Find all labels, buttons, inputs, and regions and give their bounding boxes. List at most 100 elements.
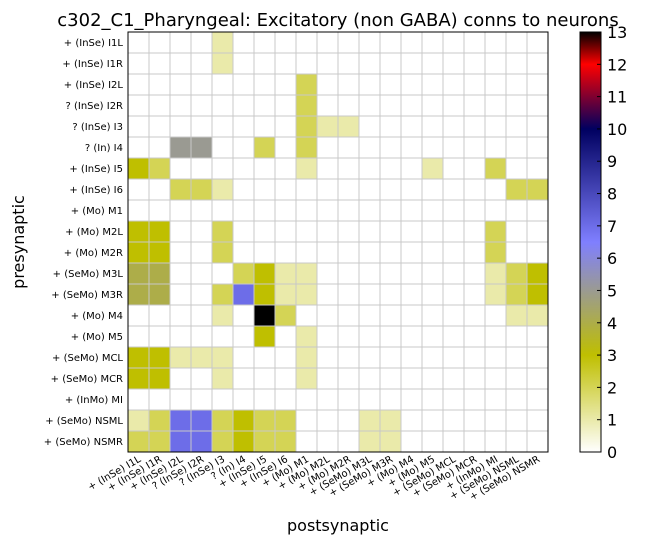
- heatmap-cell: [128, 368, 149, 389]
- heatmap-cell: [317, 116, 338, 137]
- heatmap-cell: [527, 179, 548, 200]
- heatmap-cell: [485, 263, 506, 284]
- heatmap-cell: [506, 263, 527, 284]
- colorbar-tick-label: 6: [607, 249, 617, 268]
- column-tick-labels: + (InSe) I1L+ (InSe) I1R+ (InSe) I2L? (I…: [86, 454, 542, 503]
- heatmap-cell: [296, 95, 317, 116]
- heatmap-cell: [191, 410, 212, 431]
- heatmap-cell: [359, 431, 380, 452]
- heatmap-cell: [212, 410, 233, 431]
- colorbar-tick-label: 7: [607, 217, 617, 236]
- heatmap-cell: [128, 221, 149, 242]
- heatmap-cell: [128, 284, 149, 305]
- row-tick-label: + (Mo) M4: [71, 311, 123, 322]
- heatmap-cell: [275, 263, 296, 284]
- heatmap-cell: [170, 431, 191, 452]
- row-tick-label: + (InMo) MI: [65, 395, 123, 406]
- heatmap-cell: [296, 347, 317, 368]
- row-tick-label: + (InSe) I2L: [64, 80, 124, 91]
- heatmap-cell: [149, 284, 170, 305]
- colorbar-tick-label: 9: [607, 152, 617, 171]
- row-tick-label: + (Mo) M1: [71, 206, 123, 217]
- heatmap-cell: [254, 326, 275, 347]
- row-tick-label: + (InSe) I1R: [62, 59, 123, 70]
- heatmap-cell: [506, 284, 527, 305]
- heatmap-cell: [485, 242, 506, 263]
- heatmap-cell: [149, 158, 170, 179]
- colorbar-tick-label: 8: [607, 185, 617, 204]
- heatmap-cell: [485, 158, 506, 179]
- x-axis-label: postsynaptic: [287, 516, 389, 535]
- heatmap-cell: [254, 410, 275, 431]
- heatmap-cell: [296, 116, 317, 137]
- heatmap-cell: [254, 137, 275, 158]
- colorbar-tick-label: 3: [607, 346, 617, 365]
- heatmap-cell: [275, 431, 296, 452]
- colorbar-tick-label: 10: [607, 120, 627, 139]
- row-tick-label: + (Mo) M5: [71, 332, 123, 343]
- row-tick-label: + (SeMo) M3L: [53, 269, 124, 280]
- heatmap-cell: [233, 263, 254, 284]
- heatmap-grid: [128, 32, 548, 452]
- heatmap-cell: [296, 137, 317, 158]
- heatmap-cell: [296, 326, 317, 347]
- heatmap-cell: [338, 116, 359, 137]
- heatmap-cells: [128, 32, 548, 452]
- heatmap-cell: [149, 263, 170, 284]
- heatmap-cell: [170, 137, 191, 158]
- heatmap-cell: [149, 221, 170, 242]
- heatmap-cell: [275, 284, 296, 305]
- row-tick-label: + (SeMo) MCR: [51, 374, 123, 385]
- heatmap-cell: [233, 431, 254, 452]
- y-axis-label: presynaptic: [9, 195, 28, 289]
- colorbar-tick-label: 13: [607, 23, 627, 42]
- heatmap-cell: [212, 179, 233, 200]
- row-tick-labels: + (InSe) I1L + (InSe) I1R + (InSe) I2L ? (I…: [44, 38, 124, 448]
- heatmap-cell: [254, 263, 275, 284]
- heatmap-cell: [149, 347, 170, 368]
- heatmap-cell: [233, 410, 254, 431]
- heatmap-cell: [422, 158, 443, 179]
- heatmap-cell: [212, 53, 233, 74]
- row-tick-label: + (InSe) I6: [69, 185, 123, 196]
- heatmap-cell: [128, 263, 149, 284]
- heatmap-cell: [275, 410, 296, 431]
- heatmap-cell: [212, 221, 233, 242]
- heatmap-cell: [128, 431, 149, 452]
- heatmap-cell: [128, 410, 149, 431]
- heatmap-cell: [149, 431, 170, 452]
- heatmap-cell: [254, 305, 275, 326]
- row-tick-label: + (SeMo) NSML: [45, 416, 123, 427]
- heatmap-cell: [212, 284, 233, 305]
- heatmap-cell: [506, 179, 527, 200]
- plot-frame: [127, 31, 549, 453]
- colorbar-tick-label: 4: [607, 314, 617, 333]
- heatmap-cell: [296, 74, 317, 95]
- heatmap-cell: [170, 347, 191, 368]
- chart-title: c302_C1_Pharyngeal: Excitatory (non GABA…: [57, 10, 618, 31]
- row-tick-label: ? (In) I4: [85, 143, 123, 154]
- heatmap-cell: [212, 242, 233, 263]
- heatmap-cell: [149, 242, 170, 263]
- heatmap-cell: [149, 368, 170, 389]
- heatmap-cell: [233, 284, 254, 305]
- heatmap-cell: [527, 284, 548, 305]
- heatmap-cell: [212, 305, 233, 326]
- colorbar-tick-label: 5: [607, 281, 617, 300]
- heatmap-cell: [170, 179, 191, 200]
- row-tick-label: + (Mo) M2L: [65, 227, 123, 238]
- row-tick-label: ? (InSe) I3: [72, 122, 123, 133]
- heatmap-cell: [149, 410, 170, 431]
- heatmap-cell: [275, 305, 296, 326]
- heatmap-cell: [296, 263, 317, 284]
- heatmap-cell: [128, 242, 149, 263]
- heatmap-cell: [296, 368, 317, 389]
- row-tick-label: + (InSe) I5: [69, 164, 123, 175]
- colorbar-tick-label: 12: [607, 55, 627, 74]
- heatmap-cell: [212, 32, 233, 53]
- heatmap-cell: [191, 137, 212, 158]
- colorbar-tick-label: 1: [607, 411, 617, 430]
